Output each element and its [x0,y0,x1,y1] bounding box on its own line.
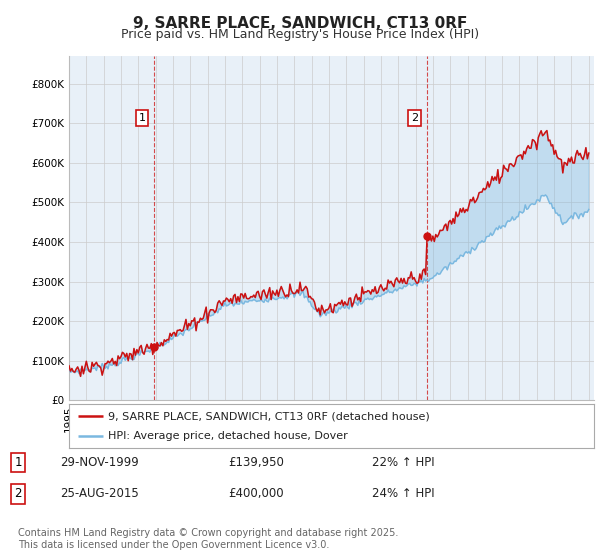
Text: £139,950: £139,950 [228,456,284,469]
Text: 9, SARRE PLACE, SANDWICH, CT13 0RF (detached house): 9, SARRE PLACE, SANDWICH, CT13 0RF (deta… [109,411,430,421]
Text: 22% ↑ HPI: 22% ↑ HPI [372,456,434,469]
Text: 9, SARRE PLACE, SANDWICH, CT13 0RF: 9, SARRE PLACE, SANDWICH, CT13 0RF [133,16,467,31]
Text: 1: 1 [139,113,145,123]
Text: 1: 1 [14,456,22,469]
Text: 2: 2 [411,113,418,123]
Text: Price paid vs. HM Land Registry's House Price Index (HPI): Price paid vs. HM Land Registry's House … [121,28,479,41]
Text: Contains HM Land Registry data © Crown copyright and database right 2025.
This d: Contains HM Land Registry data © Crown c… [18,528,398,550]
Text: HPI: Average price, detached house, Dover: HPI: Average price, detached house, Dove… [109,431,348,441]
Text: 29-NOV-1999: 29-NOV-1999 [60,456,139,469]
Text: 25-AUG-2015: 25-AUG-2015 [60,487,139,501]
Text: 24% ↑ HPI: 24% ↑ HPI [372,487,434,501]
Text: 2: 2 [14,487,22,501]
Text: £400,000: £400,000 [228,487,284,501]
